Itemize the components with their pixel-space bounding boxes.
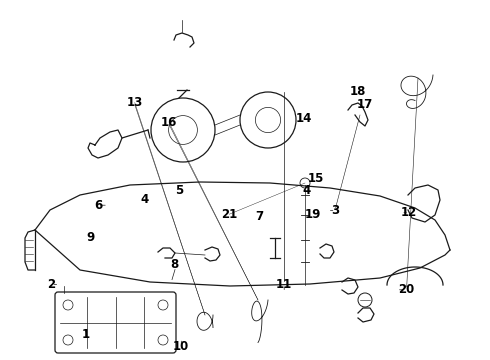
Text: 7: 7 bbox=[256, 210, 264, 222]
Text: 20: 20 bbox=[398, 283, 415, 296]
Text: 8: 8 bbox=[170, 258, 178, 271]
Text: 15: 15 bbox=[308, 172, 324, 185]
Text: 4: 4 bbox=[141, 193, 148, 206]
Text: 12: 12 bbox=[401, 206, 417, 219]
Text: 4: 4 bbox=[302, 184, 310, 197]
Text: 3: 3 bbox=[332, 204, 340, 217]
Text: 21: 21 bbox=[221, 208, 238, 221]
Text: 13: 13 bbox=[126, 96, 143, 109]
Text: 19: 19 bbox=[304, 208, 321, 221]
Text: 16: 16 bbox=[161, 116, 177, 129]
Text: 10: 10 bbox=[173, 340, 190, 353]
Text: 5: 5 bbox=[175, 184, 183, 197]
Text: 2: 2 bbox=[48, 278, 55, 291]
Text: 6: 6 bbox=[94, 199, 102, 212]
Text: 17: 17 bbox=[357, 98, 373, 111]
Text: 9: 9 bbox=[87, 231, 95, 244]
Text: 14: 14 bbox=[295, 112, 312, 125]
Text: 11: 11 bbox=[276, 278, 293, 291]
Text: 1: 1 bbox=[82, 328, 90, 341]
Text: 18: 18 bbox=[349, 85, 366, 98]
